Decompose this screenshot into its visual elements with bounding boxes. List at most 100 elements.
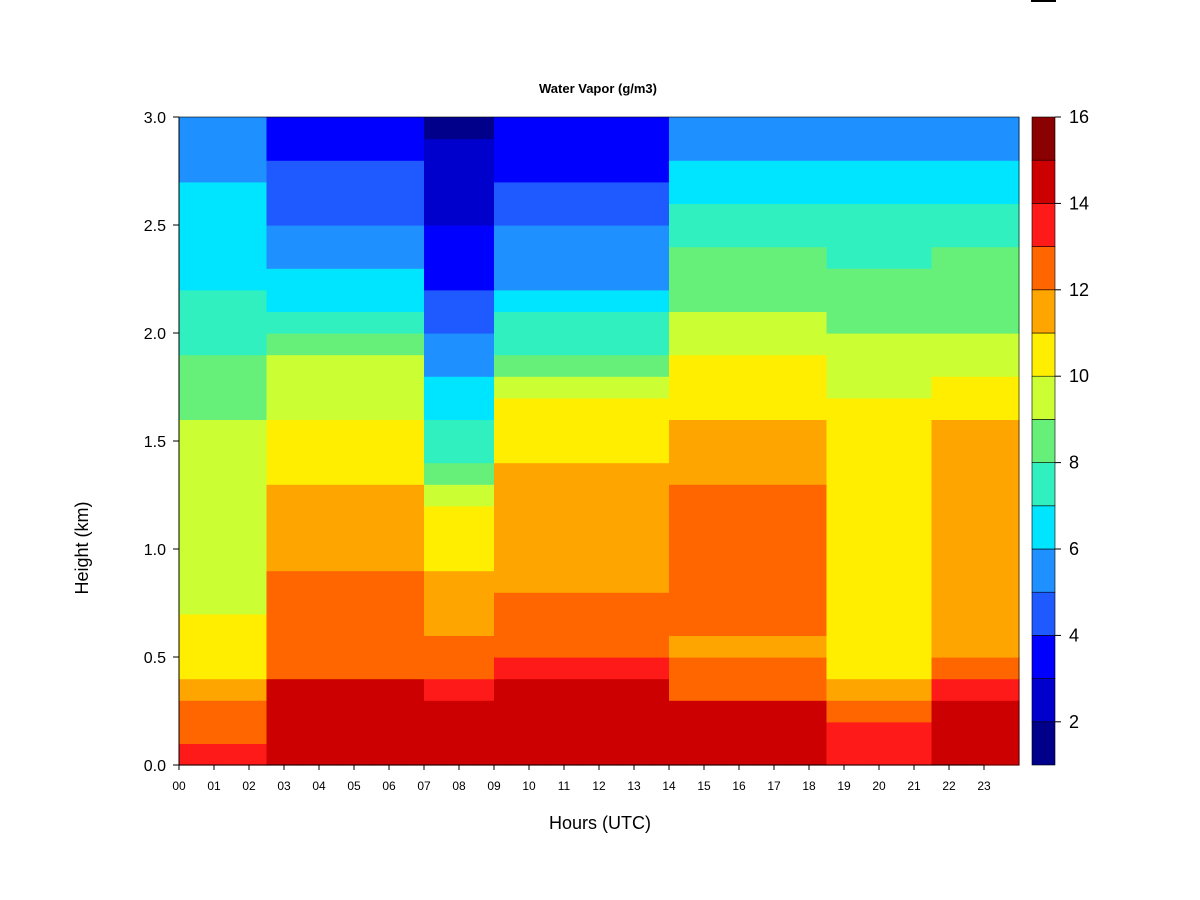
heatmap-cell — [564, 117, 583, 140]
heatmap-cell — [459, 138, 478, 161]
heatmap-cell — [651, 117, 670, 140]
heatmap-cell — [336, 354, 355, 377]
colorbar-tick-label: 10 — [1069, 366, 1089, 386]
heatmap-cell — [511, 505, 530, 528]
heatmap-cell — [739, 635, 758, 658]
heatmap-cell — [669, 289, 688, 312]
heatmap-cell — [686, 354, 705, 377]
heatmap-cell — [686, 657, 705, 680]
heatmap-cell — [721, 181, 740, 204]
heatmap-cell — [984, 527, 1003, 550]
heatmap-cell — [861, 203, 880, 226]
heatmap-cell — [616, 225, 635, 248]
heatmap-cell — [809, 333, 828, 356]
heatmap-cell — [581, 549, 600, 572]
heatmap-cell — [809, 268, 828, 291]
heatmap-cell — [476, 117, 495, 140]
heatmap-cell — [371, 268, 390, 291]
heatmap-cell — [651, 462, 670, 485]
heatmap-cell — [179, 505, 198, 528]
heatmap-cell — [336, 311, 355, 334]
heatmap-cell — [406, 441, 425, 464]
heatmap-cell — [861, 117, 880, 140]
heatmap-cell — [844, 181, 863, 204]
colorbar-tick-label: 6 — [1069, 539, 1079, 559]
heatmap-cell — [634, 354, 653, 377]
heatmap-cell — [756, 376, 775, 399]
heatmap-cell — [966, 700, 985, 723]
heatmap-cell — [686, 462, 705, 485]
heatmap-cell — [266, 419, 285, 442]
heatmap-cell — [931, 613, 950, 636]
heatmap-cell — [546, 505, 565, 528]
heatmap-cell — [669, 613, 688, 636]
heatmap-cell — [231, 700, 250, 723]
heatmap-cell — [319, 700, 338, 723]
heatmap-cell — [949, 635, 968, 658]
heatmap-cell — [389, 462, 408, 485]
heatmap-cell — [914, 721, 933, 744]
heatmap-cell — [984, 721, 1003, 744]
heatmap-cell — [931, 721, 950, 744]
heatmap-cell — [371, 117, 390, 140]
heatmap-cell — [966, 570, 985, 593]
heatmap-cell — [651, 203, 670, 226]
heatmap-cell — [441, 397, 460, 420]
heatmap-cell — [984, 505, 1003, 528]
heatmap-cell — [231, 117, 250, 140]
colorbar-swatch — [1031, 721, 1056, 766]
heatmap-cell — [249, 333, 268, 356]
heatmap-cell — [581, 743, 600, 766]
heatmap-cell — [861, 354, 880, 377]
heatmap-cell — [389, 527, 408, 550]
heatmap-cell — [879, 419, 898, 442]
heatmap-cell — [214, 570, 233, 593]
heatmap-cell — [319, 419, 338, 442]
heatmap-cell — [179, 570, 198, 593]
heatmap-cell — [336, 700, 355, 723]
heatmap-cell — [354, 462, 373, 485]
heatmap-cell — [791, 635, 810, 658]
x-tick-label: 07 — [417, 779, 431, 793]
heatmap-cell — [809, 117, 828, 140]
heatmap-cell — [949, 462, 968, 485]
heatmap-cell — [651, 743, 670, 766]
heatmap-cell — [721, 354, 740, 377]
heatmap-cell — [511, 117, 530, 140]
heatmap-cell — [704, 138, 723, 161]
heatmap-cell — [686, 333, 705, 356]
heatmap-cell — [896, 657, 915, 680]
heatmap-cell — [406, 419, 425, 442]
heatmap-cell — [721, 138, 740, 161]
heatmap-cell — [1001, 635, 1020, 658]
heatmap-cell — [511, 549, 530, 572]
heatmap-cell — [651, 613, 670, 636]
heatmap-cell — [879, 613, 898, 636]
heatmap-cell — [686, 376, 705, 399]
heatmap-cell — [266, 138, 285, 161]
heatmap-cell — [231, 354, 250, 377]
heatmap-cell — [214, 289, 233, 312]
heatmap-cell — [914, 225, 933, 248]
heatmap-cell — [861, 505, 880, 528]
heatmap-cell — [196, 721, 215, 744]
heatmap-cell — [739, 484, 758, 507]
heatmap-cell — [354, 203, 373, 226]
heatmap-cell — [494, 505, 513, 528]
heatmap-cell — [564, 570, 583, 593]
heatmap-cell — [529, 462, 548, 485]
heatmap-cell — [896, 700, 915, 723]
heatmap-cell — [441, 721, 460, 744]
heatmap-cell — [774, 376, 793, 399]
heatmap-cell — [879, 484, 898, 507]
heatmap-cell — [634, 117, 653, 140]
heatmap-cell — [389, 743, 408, 766]
heatmap-cell — [371, 246, 390, 269]
heatmap-cell — [336, 570, 355, 593]
heatmap-cell — [476, 592, 495, 615]
heatmap-cell — [266, 592, 285, 615]
heatmap-cell — [546, 721, 565, 744]
heatmap-cell — [809, 743, 828, 766]
heatmap-cell — [599, 138, 618, 161]
heatmap-cell — [931, 333, 950, 356]
